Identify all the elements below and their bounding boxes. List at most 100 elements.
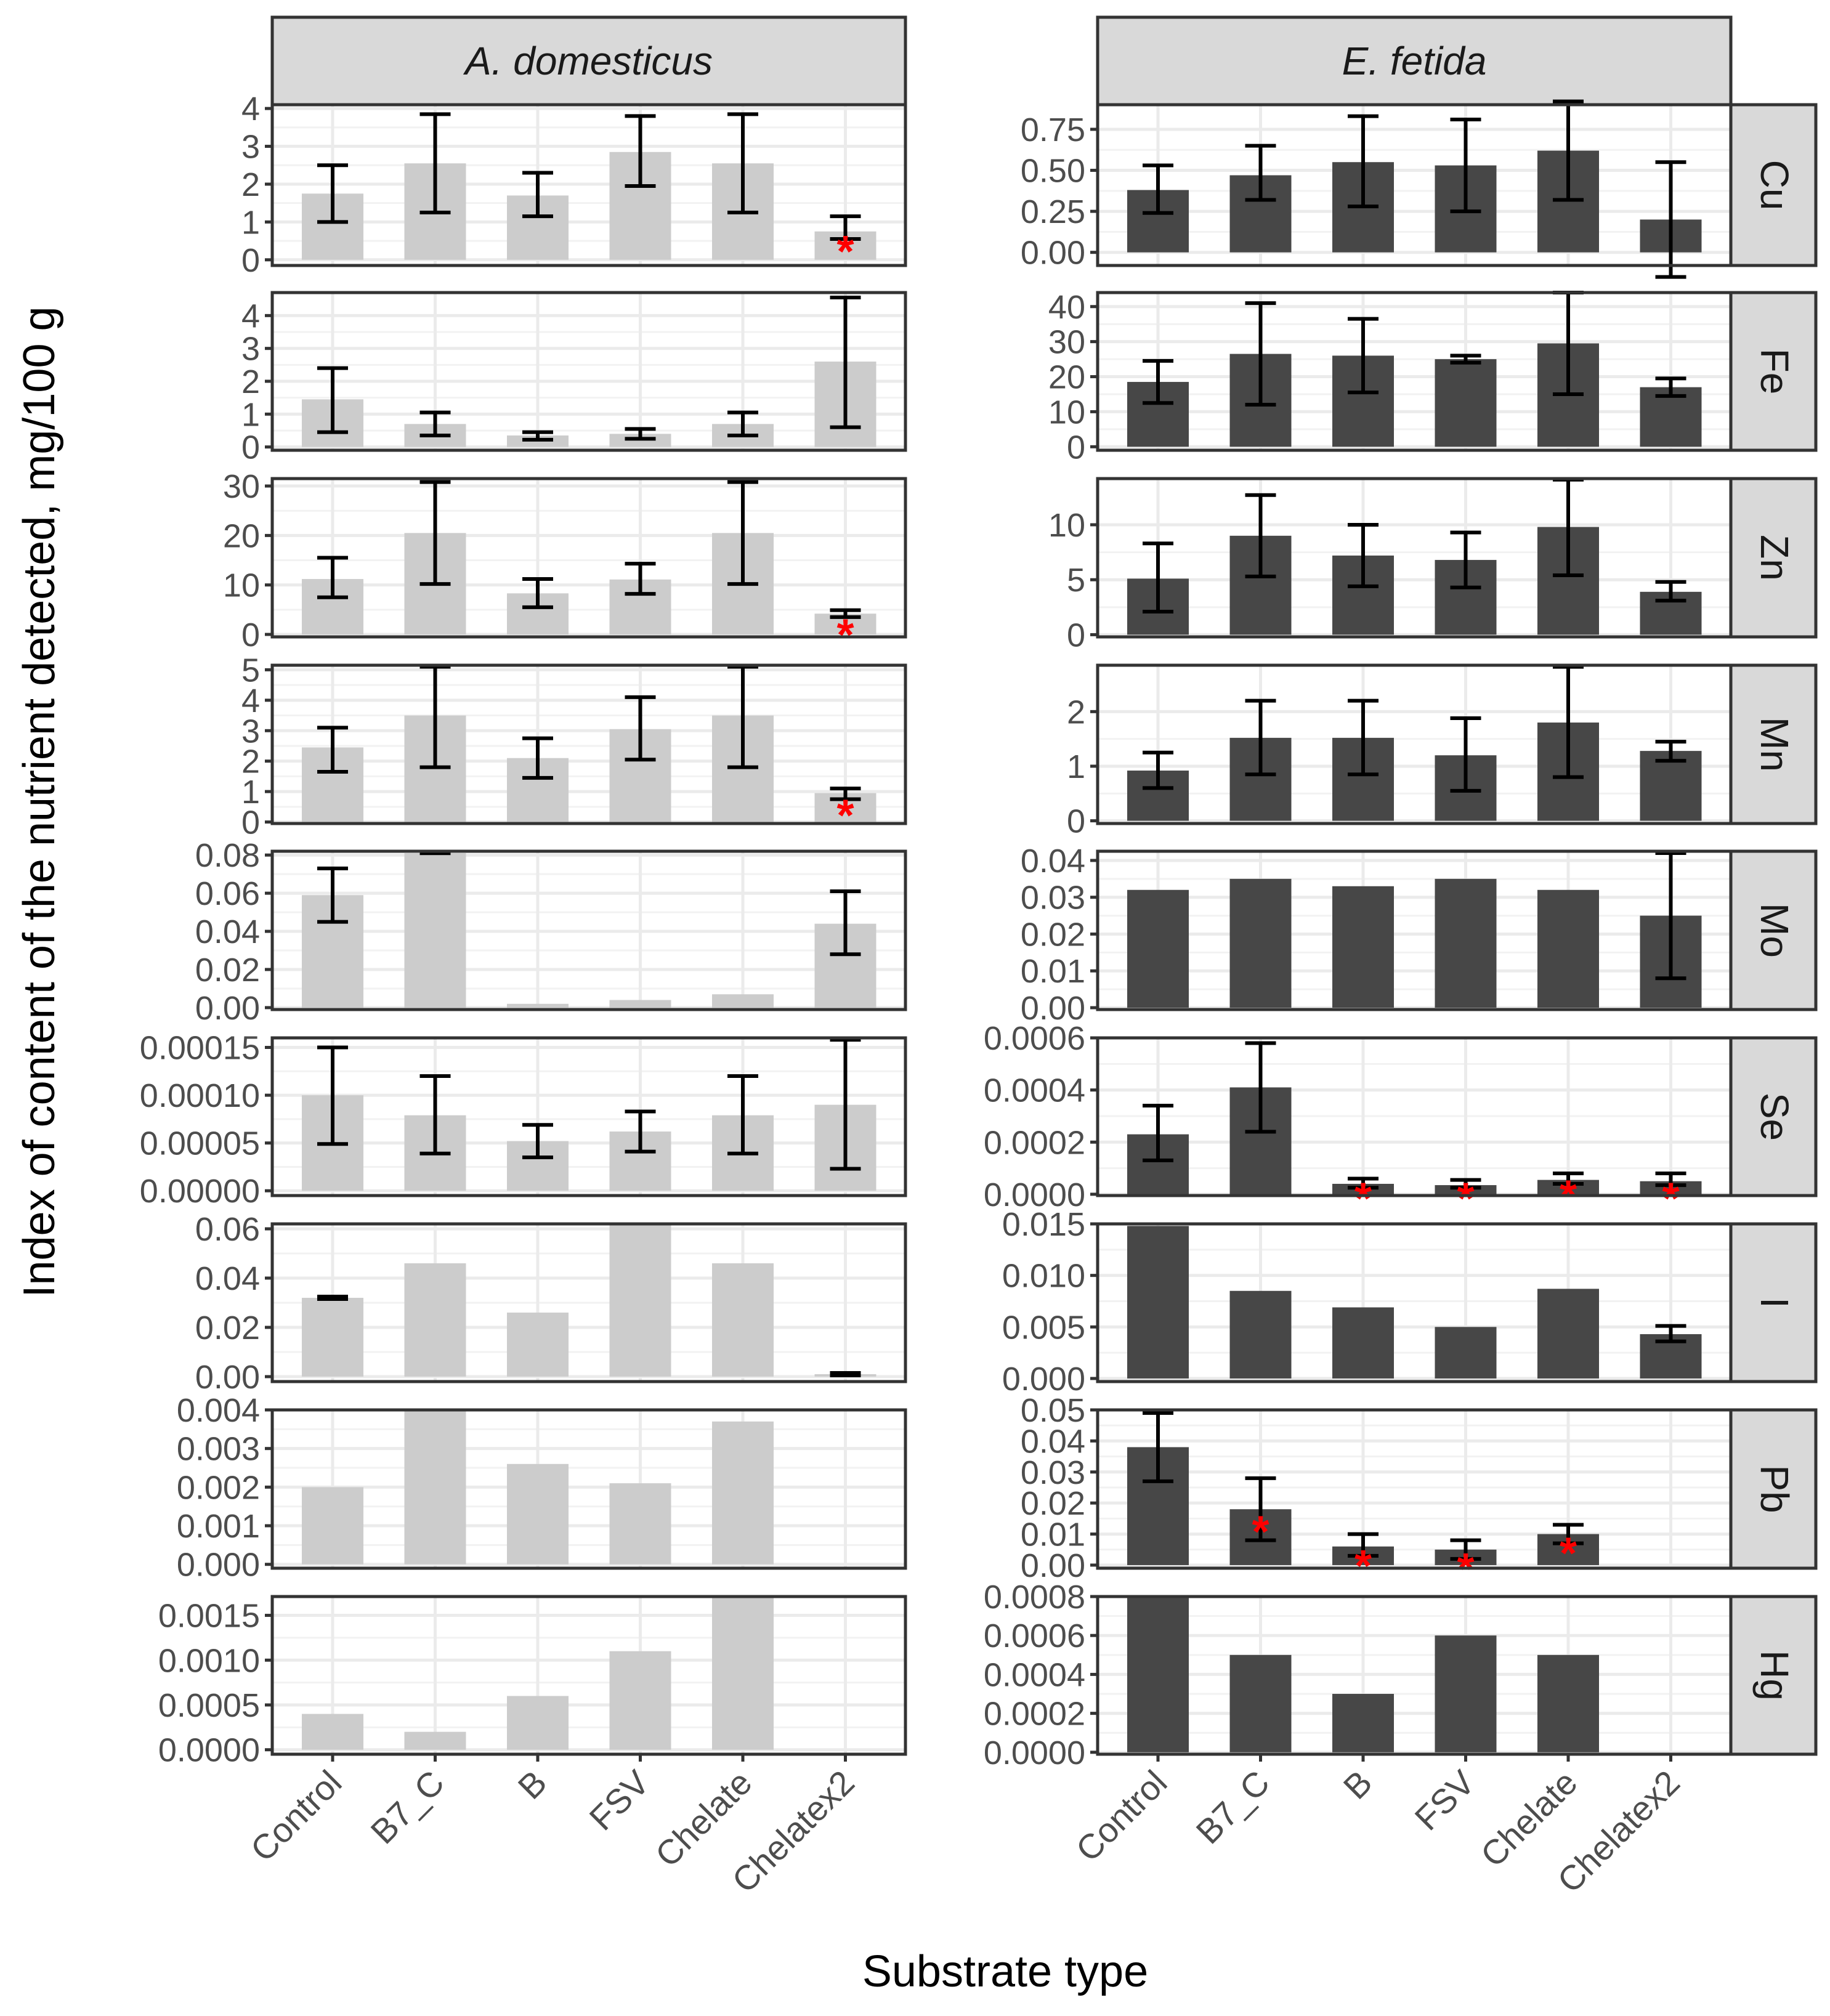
bar	[1127, 889, 1189, 1008]
y-tick-label: 0	[241, 429, 260, 466]
y-tick-label: 0.010	[1002, 1258, 1085, 1295]
bar	[609, 1224, 671, 1377]
y-tick-label: 0.08	[195, 837, 260, 874]
y-tick-label: 0	[1067, 429, 1085, 466]
y-tick-label: 2	[1067, 694, 1085, 731]
y-tick-label: 0.005	[1002, 1309, 1085, 1346]
error-bar	[1348, 522, 1379, 588]
y-tick-label: 0.00015	[140, 1030, 260, 1067]
bar	[302, 1487, 363, 1565]
error-bar	[1553, 665, 1584, 779]
facet-panel: 0 1 2	[1067, 663, 1733, 840]
row-strip-label: Mn	[1752, 717, 1797, 772]
facet-panel: 0.000.020.040.060.08	[195, 837, 907, 1027]
row-strip-box	[1729, 1036, 1818, 1197]
bar	[507, 1003, 569, 1008]
y-tick-label: 0.04	[1021, 843, 1085, 880]
error-bar	[1245, 144, 1276, 202]
bar	[1332, 1307, 1394, 1378]
error-bar	[1143, 750, 1173, 790]
y-tick-label: 40	[1048, 289, 1085, 326]
y-tick-label: 0.00010	[140, 1077, 260, 1114]
error-bar	[727, 480, 758, 586]
bar	[1229, 1290, 1292, 1378]
panel-background	[1098, 479, 1731, 637]
y-tick-label: 3	[241, 129, 260, 166]
significance-star: *	[1252, 1507, 1269, 1557]
panel-background	[1098, 105, 1731, 265]
error-bar	[317, 866, 348, 924]
error-bar	[317, 556, 348, 599]
bar	[1435, 878, 1497, 1008]
y-tick-label: 0.000	[177, 1547, 260, 1584]
error-bar	[1450, 1178, 1481, 1190]
error-bar	[1655, 376, 1686, 398]
y-tick-label: 1	[241, 774, 260, 811]
bar	[1229, 878, 1292, 1008]
error-bar	[830, 1038, 861, 1171]
y-tick-label: 0	[1067, 617, 1085, 654]
row-strip-label: Cu	[1752, 160, 1797, 211]
row-strip-label: Zn	[1752, 535, 1797, 581]
error-bar	[522, 1123, 553, 1159]
bar	[609, 1651, 671, 1750]
y-tick-label: 0	[1067, 803, 1085, 840]
error-bar	[1348, 317, 1379, 395]
y-tick-label: 0.0000	[984, 1176, 1085, 1213]
row-strip-box	[1729, 663, 1818, 825]
y-tick-label: 0.75	[1021, 111, 1085, 148]
significance-star: *	[1560, 1529, 1577, 1579]
error-bar	[1450, 530, 1481, 589]
y-tick-label: 0.00	[1021, 1547, 1085, 1584]
bar	[302, 1298, 363, 1377]
row-strip-label: I	[1752, 1297, 1797, 1308]
bar	[507, 1463, 569, 1565]
y-tick-label: 4	[241, 682, 260, 719]
bar	[1435, 1327, 1497, 1378]
y-tick-label: 0.00	[1021, 990, 1085, 1027]
error-bar	[1348, 1176, 1379, 1190]
row-strip-box	[1729, 1595, 1818, 1756]
y-tick-label: 0.0006	[984, 1617, 1085, 1654]
bar	[1537, 889, 1599, 1008]
y-tick-label: 1	[1067, 748, 1085, 785]
bar	[404, 1263, 466, 1377]
y-tick-label: 0.0008	[984, 1579, 1085, 1616]
error-bar	[1450, 716, 1481, 793]
panel-border	[270, 291, 907, 452]
bar	[1537, 1654, 1599, 1752]
error-bar	[522, 171, 553, 219]
y-tick-label: 0.03	[1021, 1454, 1085, 1491]
bar	[1332, 886, 1394, 1008]
y-tick-label: 0	[241, 242, 260, 279]
y-tick-label: 0.50	[1021, 153, 1085, 190]
error-bar	[317, 1045, 348, 1146]
y-tick-label: 10	[1048, 507, 1085, 544]
bar	[1332, 1694, 1394, 1752]
bar	[507, 1696, 569, 1750]
y-tick-label: 1	[241, 396, 260, 433]
bar	[1229, 1654, 1292, 1752]
y-tick-label: 30	[223, 468, 260, 505]
y-tick-label: 10	[223, 567, 260, 604]
y-tick-label: 0.0005	[158, 1687, 260, 1724]
error-bar	[522, 430, 553, 442]
error-bar	[625, 427, 656, 441]
row-strip-label: Se	[1752, 1093, 1797, 1141]
error-bar	[1143, 1104, 1173, 1162]
row-strip-label: Pb	[1752, 1465, 1797, 1513]
row-strip-box	[1729, 1408, 1818, 1570]
bar	[609, 1000, 671, 1008]
error-bar	[1143, 358, 1173, 405]
bar	[712, 1421, 774, 1565]
row-strip-box	[1729, 477, 1818, 639]
significance-star: *	[1354, 1542, 1372, 1591]
y-tick-label: 0.015	[1002, 1206, 1085, 1243]
error-bar	[625, 562, 656, 596]
